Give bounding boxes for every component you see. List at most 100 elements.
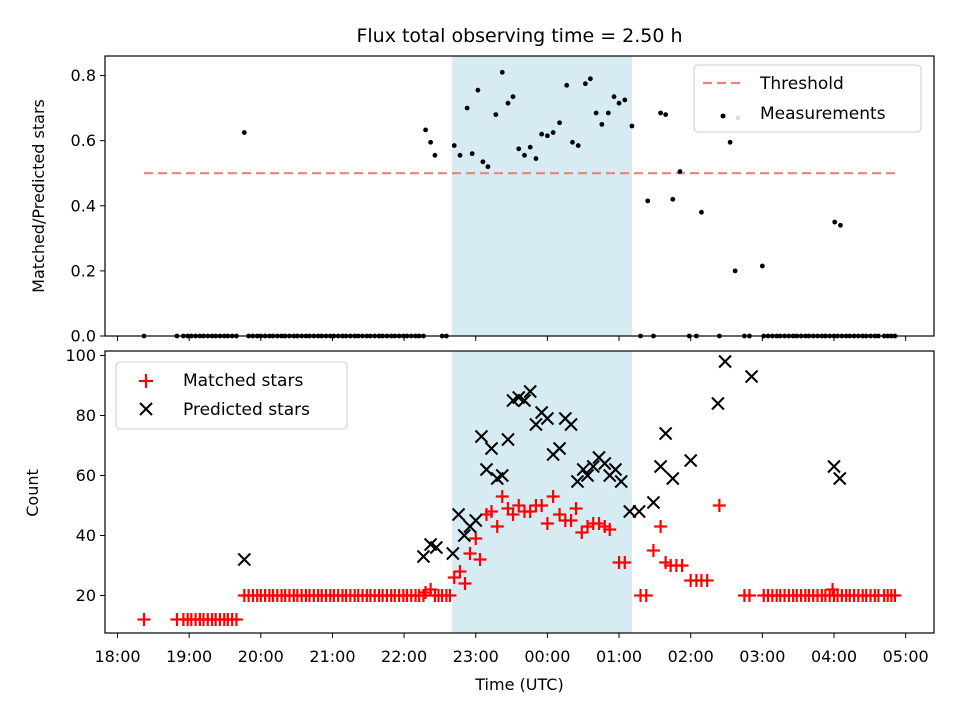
predicted-star-point	[416, 549, 431, 564]
predicted-star-point	[833, 471, 847, 486]
matched-star-point	[443, 589, 457, 602]
matched-star-point	[654, 520, 668, 533]
measurement-point	[545, 133, 550, 139]
measurement-point	[616, 100, 622, 106]
matched-star-point	[453, 565, 467, 578]
bottom-panel: 20 40 60 80 100 18:00 19:00 20:00 21:00 22:00 23:…	[23, 346, 935, 694]
measurement-point	[539, 131, 545, 137]
bottom-legend-box	[115, 361, 348, 430]
measurement-point	[670, 196, 676, 202]
measurement-point	[527, 144, 533, 150]
matched-star-point	[700, 574, 714, 587]
x-tick-label: 22:00	[381, 647, 427, 666]
bottom-y-axis-label: Count	[23, 469, 42, 517]
predicted-star-point	[495, 468, 509, 483]
matched-star-point	[473, 553, 487, 566]
x-axis-label: Time (UTC)	[474, 675, 563, 694]
x-tick-label: 21:00	[309, 647, 355, 666]
bottom-y-tick-label: 80	[76, 406, 96, 425]
predicted-star-point	[564, 417, 578, 432]
predicted-star-point	[683, 453, 698, 468]
predicted-star-point	[608, 462, 623, 477]
predicted-star-point	[570, 474, 585, 489]
matched-star-point	[675, 559, 689, 572]
x-tick-label: 05:00	[883, 647, 929, 666]
matched-star-point	[575, 526, 589, 539]
measurement-point	[622, 97, 628, 103]
predicted-star-point	[517, 393, 532, 408]
measurement-point	[838, 222, 843, 228]
measurement-point	[593, 110, 599, 116]
matched-star-point	[826, 583, 840, 596]
matched-star-point	[485, 505, 499, 518]
measurement-point	[432, 152, 438, 158]
top-y-ticks: 0.0 0.2 0.4 0.6 0.8	[71, 66, 105, 346]
matched-star-point	[592, 517, 606, 530]
top-legend-box	[693, 64, 922, 133]
top-y-tick-label: 0.4	[71, 196, 96, 215]
predicted-star-point	[576, 462, 590, 477]
predicted-star-point	[446, 546, 460, 561]
measurement-point	[564, 82, 570, 88]
measurement-point	[645, 198, 651, 204]
predicted-star-point	[237, 552, 252, 567]
x-tick-label: 19:00	[166, 647, 212, 666]
predicted-star-point	[451, 507, 466, 522]
matched-star-point	[506, 508, 520, 521]
matched-star-point	[469, 532, 483, 545]
predicted-star-point	[484, 441, 499, 456]
predicted-star-point	[580, 468, 595, 483]
predicted-star-point	[632, 504, 646, 519]
bottom-y-ticks: 20 40 60 80 100	[65, 346, 105, 605]
measurement-point	[699, 209, 704, 215]
matched-star-point	[712, 499, 726, 512]
x-tick-label: 02:00	[668, 647, 714, 666]
matched-star-point	[490, 520, 504, 533]
measurement-point	[832, 219, 838, 225]
top-y-tick-label: 0.2	[71, 261, 96, 280]
predicted-star-point	[614, 474, 628, 489]
matched-star-point	[523, 505, 537, 518]
chart-title: Flux total observing time = 2.50 h	[356, 25, 682, 47]
predicted-star-point	[429, 540, 444, 555]
bottom-y-tick-label: 40	[76, 526, 96, 545]
measurement-point	[732, 268, 738, 274]
measurement-point	[727, 139, 733, 145]
bottom-y-tick-label: 100	[65, 346, 96, 365]
matched-star-point	[229, 613, 243, 626]
legend-predicted-swatch	[139, 402, 153, 416]
bottom-highlight-span	[452, 351, 632, 633]
legend-predicted-label: Predicted stars	[183, 400, 310, 420]
matched-star-point	[540, 517, 554, 530]
matched-star-point	[463, 547, 477, 560]
measurement-point	[611, 94, 617, 100]
matched-star-point	[512, 499, 526, 512]
predicted-star-point	[457, 528, 471, 543]
measurement-point	[575, 143, 581, 148]
matched-star-point	[458, 577, 472, 590]
bottom-legend: Matched stars Predicted stars	[115, 361, 348, 430]
measurement-point	[493, 112, 499, 118]
measurement-point	[499, 69, 505, 75]
measurement-point	[605, 110, 611, 116]
measurement-point	[557, 120, 562, 126]
legend-measurements-swatch	[720, 113, 726, 119]
matched-star-point	[137, 613, 151, 626]
matched-star-point	[603, 523, 617, 536]
measurement-point	[241, 130, 247, 135]
measurement-point	[464, 105, 470, 111]
measurement-point	[475, 87, 481, 93]
measurement-point	[510, 94, 516, 100]
predicted-star-point	[501, 432, 515, 447]
bottom-y-tick-label: 60	[76, 466, 96, 485]
top-x-ticks	[117, 336, 907, 341]
x-tick-label: 01:00	[596, 647, 642, 666]
predicted-star-point	[827, 459, 841, 474]
top-y-tick-label: 0.0	[71, 327, 96, 346]
matched-star-point	[646, 544, 660, 557]
matched-star-point	[618, 556, 632, 569]
bottom-x-ticks: 18:00 19:00 20:00 21:00 22:00 23:00 00:00 01:00…	[94, 633, 929, 666]
predicted-star-point	[552, 441, 567, 456]
matched-star-point	[546, 490, 560, 503]
predicted-star-point	[523, 384, 537, 399]
